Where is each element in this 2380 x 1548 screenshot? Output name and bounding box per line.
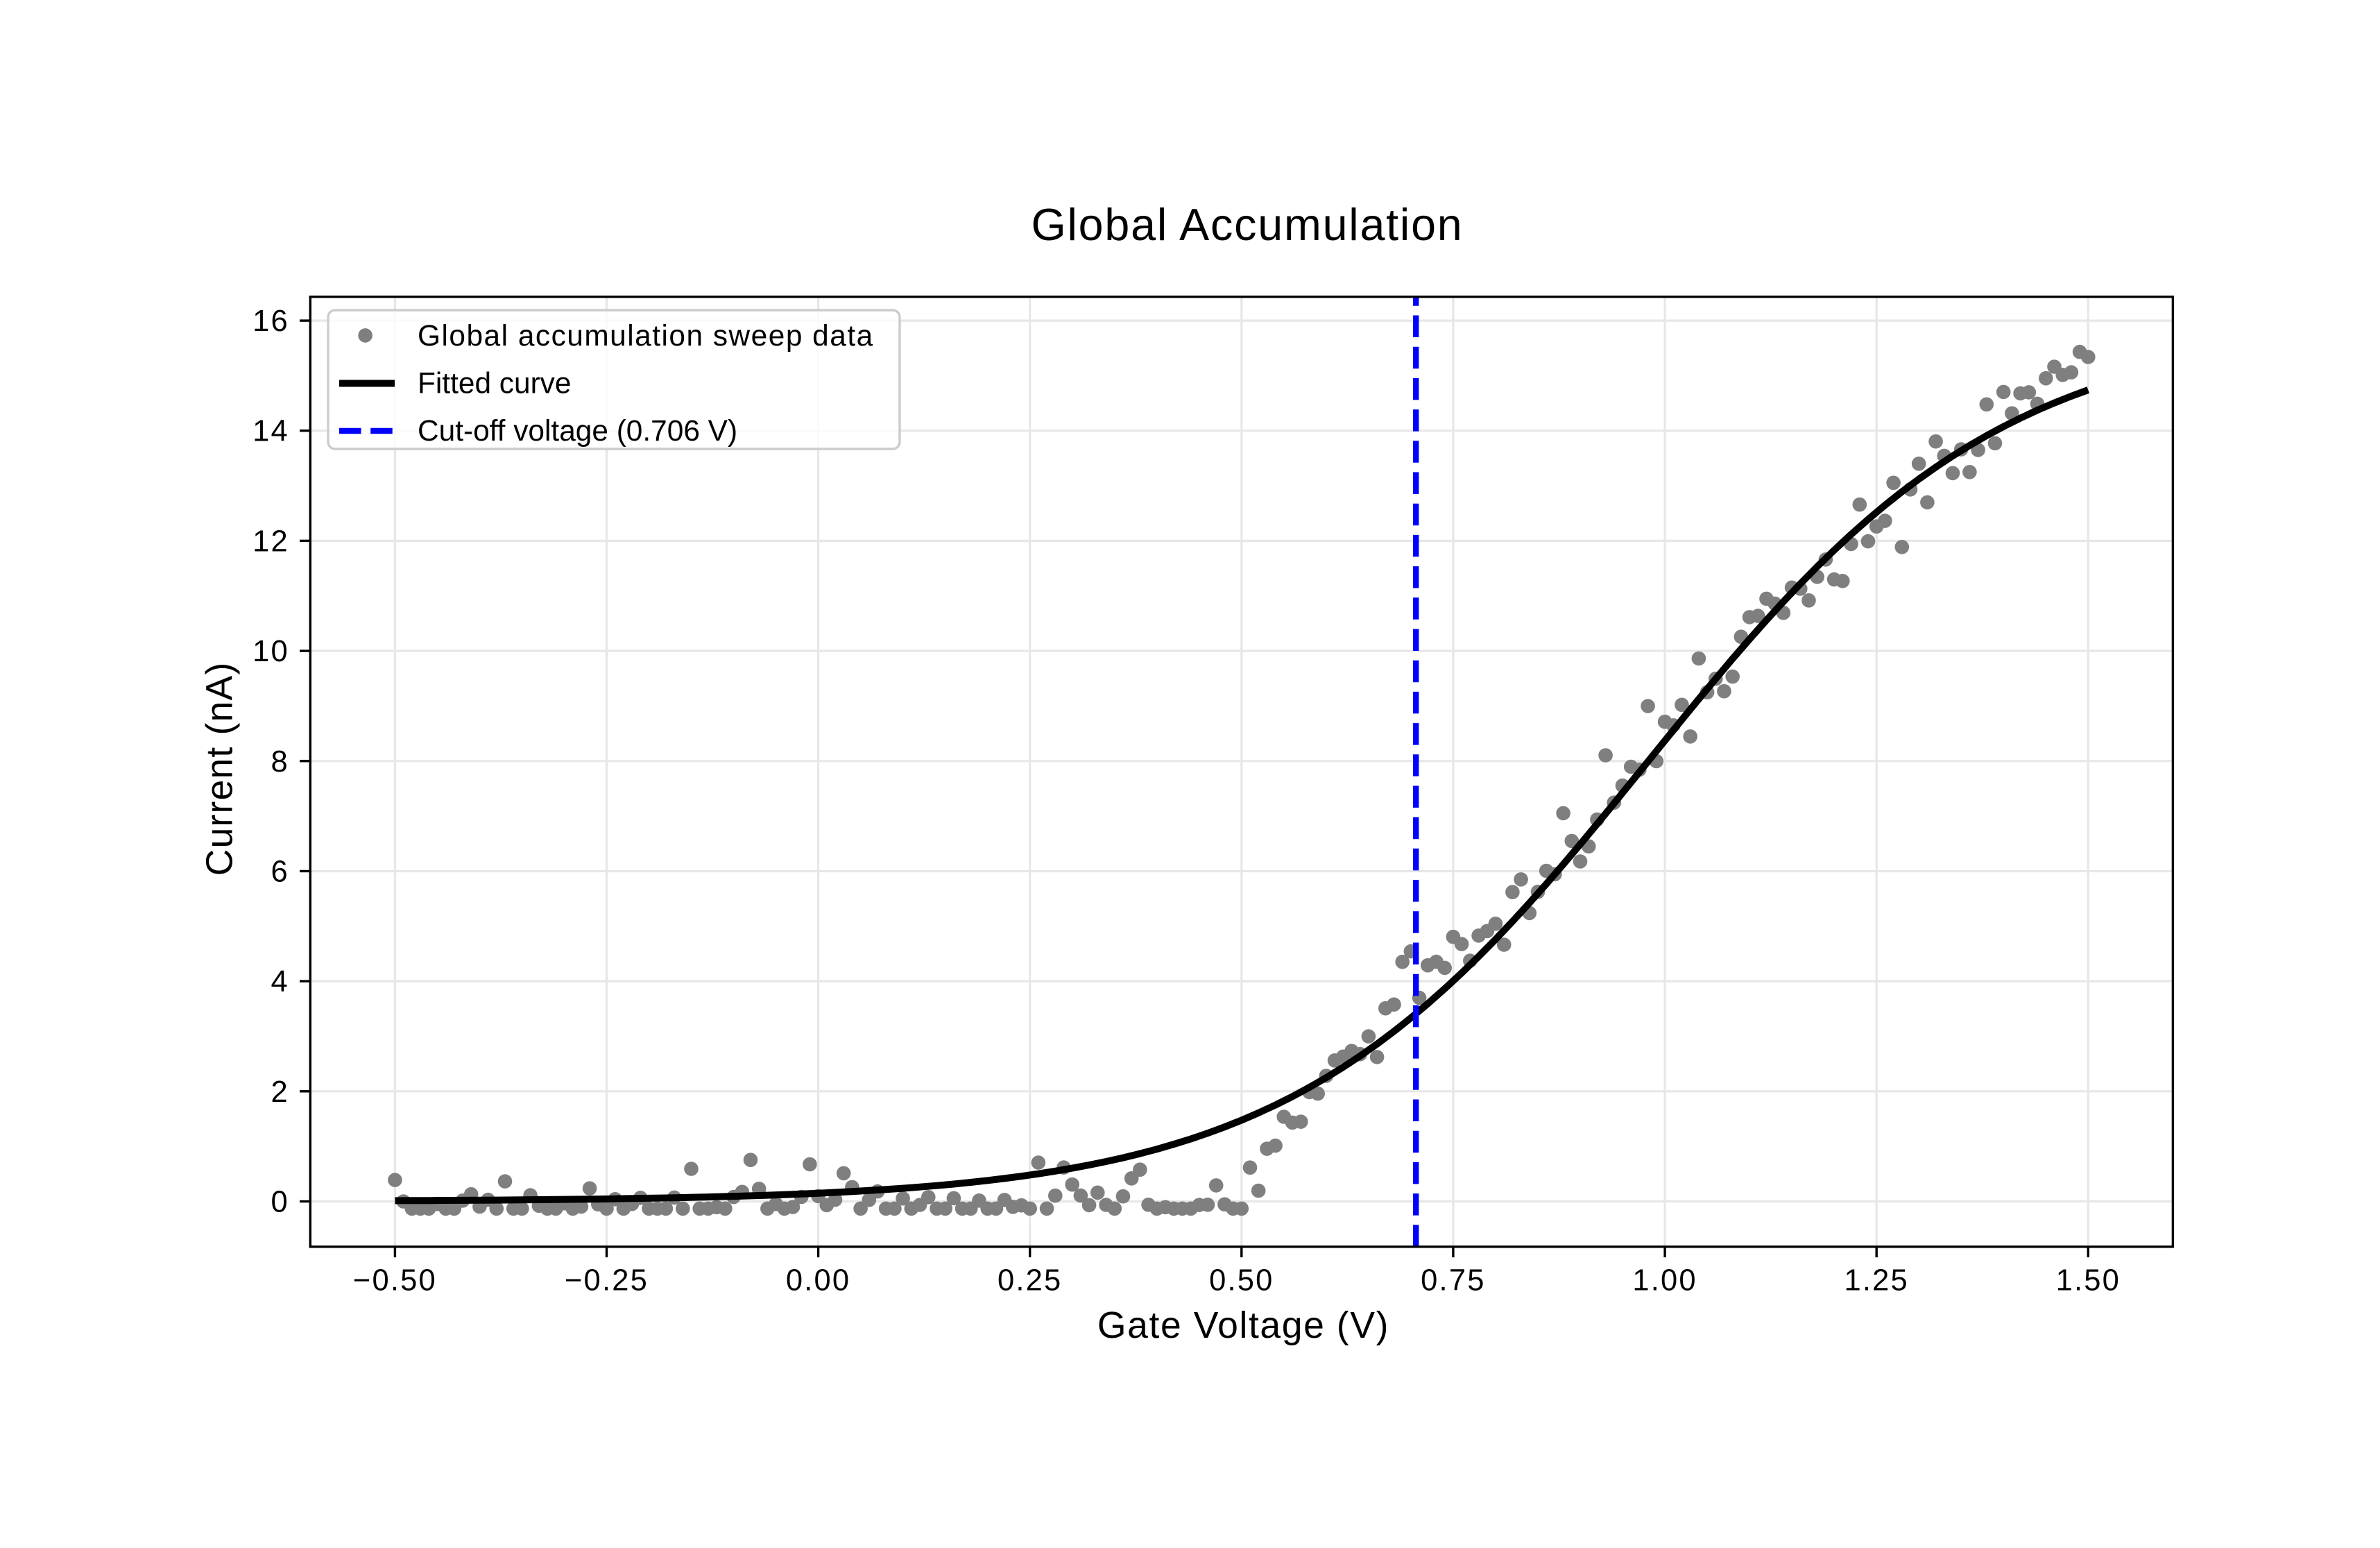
svg-text:1.50: 1.50 xyxy=(2056,1264,2121,1298)
svg-text:0.75: 0.75 xyxy=(1421,1264,1485,1298)
svg-text:0.50: 0.50 xyxy=(1209,1264,1274,1298)
svg-text:Global accumulation sweep data: Global accumulation sweep data xyxy=(418,319,874,352)
svg-text:2: 2 xyxy=(271,1075,289,1109)
svg-text:Gate Voltage (V): Gate Voltage (V) xyxy=(1097,1305,1389,1346)
svg-text:16: 16 xyxy=(252,305,289,338)
svg-text:10: 10 xyxy=(252,635,289,668)
svg-text:1.25: 1.25 xyxy=(1844,1264,1908,1298)
svg-text:Fitted curve: Fitted curve xyxy=(418,367,571,400)
svg-text:0.00: 0.00 xyxy=(786,1264,850,1298)
svg-text:8: 8 xyxy=(271,745,289,779)
svg-text:1.00: 1.00 xyxy=(1632,1264,1697,1298)
svg-text:12: 12 xyxy=(252,525,289,558)
svg-text:0: 0 xyxy=(271,1186,289,1219)
svg-text:4: 4 xyxy=(271,965,289,998)
svg-text:6: 6 xyxy=(271,856,289,889)
svg-text:14: 14 xyxy=(252,415,289,448)
svg-text:−0.50: −0.50 xyxy=(353,1264,437,1298)
svg-text:Global Accumulation: Global Accumulation xyxy=(1031,200,1463,250)
svg-text:Cut-off voltage (0.706 V): Cut-off voltage (0.706 V) xyxy=(418,414,737,447)
svg-text:Current (nA): Current (nA) xyxy=(200,662,241,876)
svg-text:0.25: 0.25 xyxy=(998,1264,1062,1298)
svg-text:−0.25: −0.25 xyxy=(565,1264,649,1298)
